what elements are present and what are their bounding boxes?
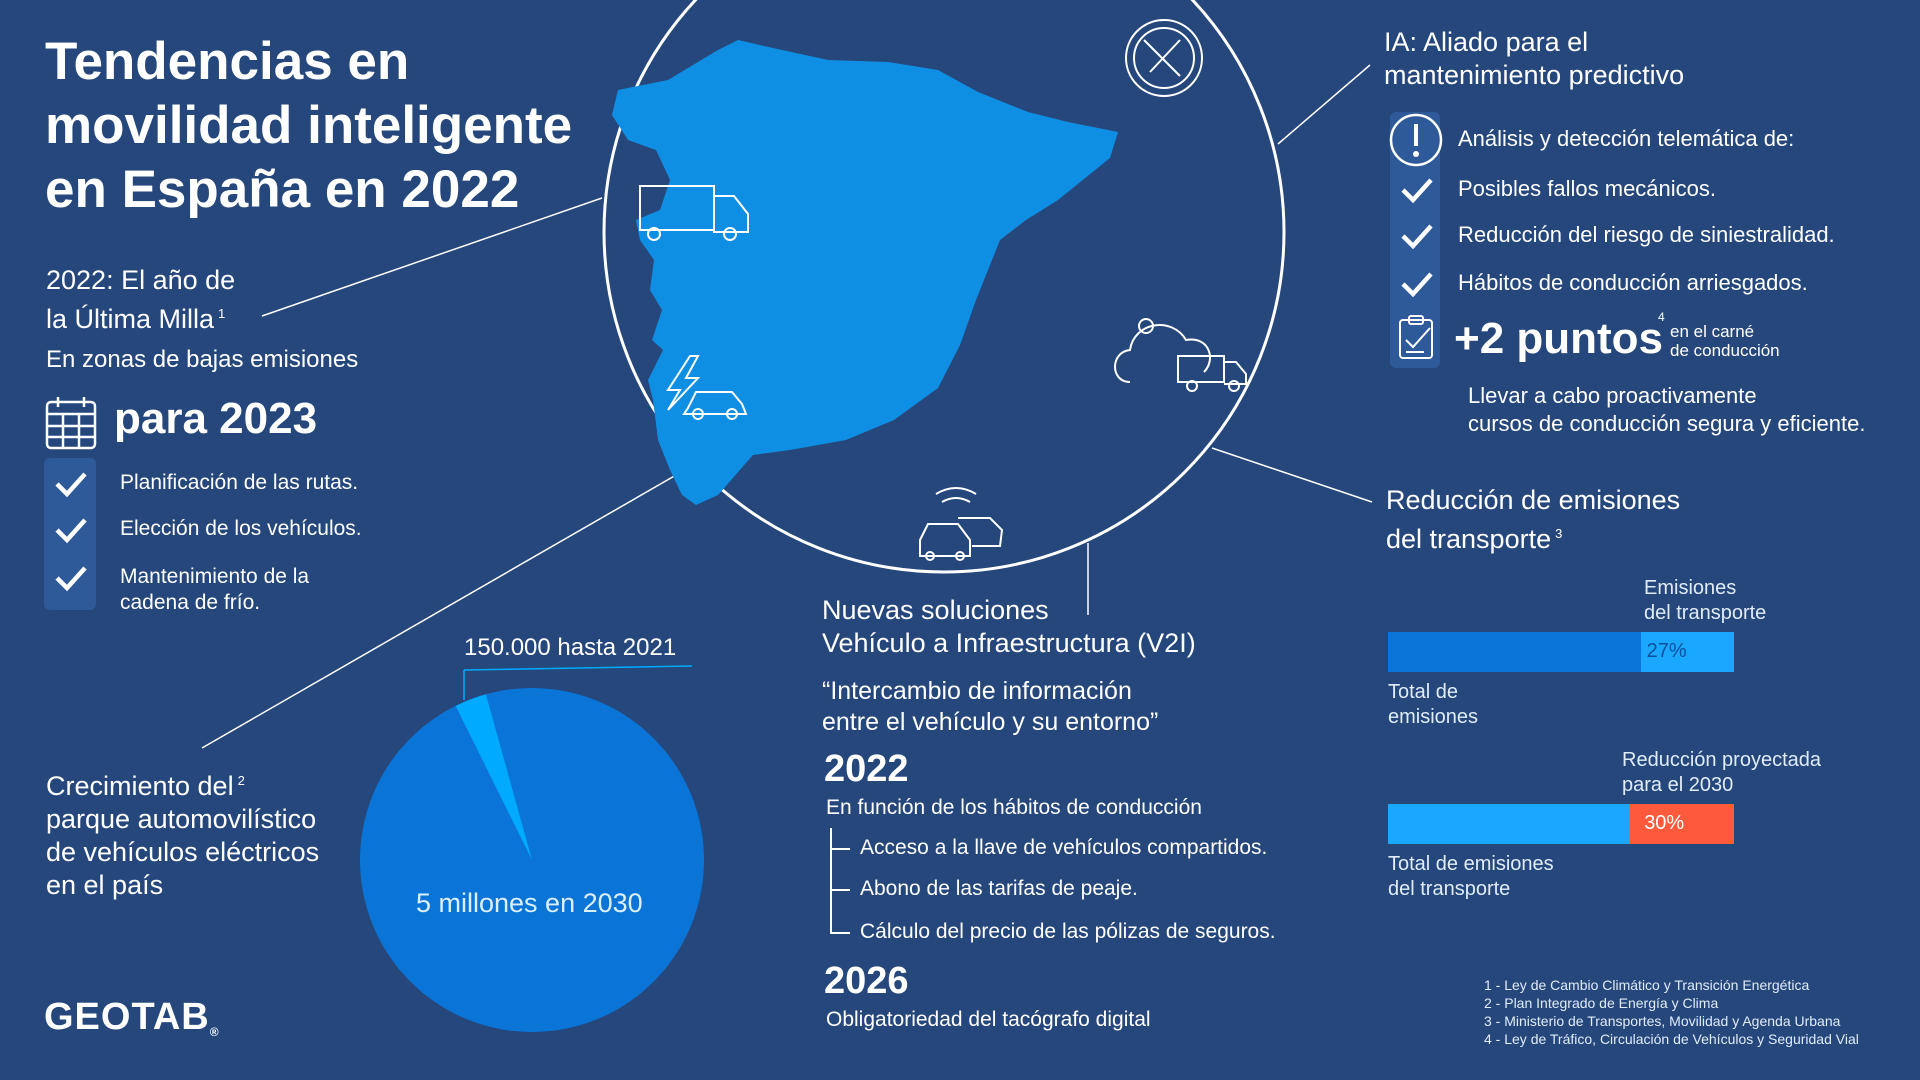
check-icon: [1401, 224, 1433, 250]
list-item: Mantenimiento de la cadena de frío.: [54, 564, 309, 616]
connected-cars-icon: [919, 487, 1004, 561]
bar1-value-label: 27%: [1646, 640, 1687, 662]
year-2026-sub: Obligatoriedad del tacógrafo digital: [826, 1008, 1151, 1031]
ev-pie-chart: [360, 665, 704, 1032]
ev-2021-label: 150.000 hasta 2021: [464, 634, 677, 661]
year-2023-label: para 2023: [114, 394, 318, 443]
points-ref: 4: [1658, 310, 1665, 324]
bar1-bottom-label: Total de emisiones: [1388, 681, 1479, 728]
points-big: +2 puntos: [1454, 314, 1664, 363]
check-icon: [55, 472, 87, 498]
geotab-logo: GEOTAB®: [44, 996, 220, 1039]
list-item: Abono de las tarifas de peaje.: [860, 877, 1138, 900]
last-mile-heading: 2022: El año de la Última Milla 1: [46, 265, 236, 334]
bar2-top-label: Reducción proyectada para el 2030: [1622, 749, 1822, 796]
bar1-transport-segment: 27%: [1640, 632, 1734, 672]
page-title: Tendencias en movilidad inteligente en E…: [45, 32, 573, 219]
pie-slice-2021: [455, 694, 532, 860]
electric-car-icon: [666, 355, 748, 420]
ai-heading: IA: Aliado para el mantenimiento predict…: [1384, 27, 1685, 90]
calendar-icon: [45, 397, 97, 450]
zones-label: En zonas de bajas emisiones: [46, 346, 359, 373]
checklist-icon: [1399, 315, 1433, 359]
year-2022-sub: En función de los hábitos de conducción: [826, 796, 1202, 819]
pie-callout-line: [463, 665, 693, 671]
list-item: Posibles fallos mecánicos.: [1400, 176, 1716, 204]
bar2-reduction-segment: 30%: [1630, 804, 1734, 844]
check-icon: [55, 566, 87, 592]
wrench-screwdriver-icon: [1125, 19, 1203, 97]
list-item: Cálculo del precio de las pólizas de seg…: [860, 920, 1276, 943]
footnotes: 1 - Ley de Cambio Climático y Transición…: [1484, 977, 1859, 1047]
spain-map-circle: [602, 0, 1286, 574]
check-icon: [1401, 178, 1433, 204]
list-item: Elección de los vehículos.: [54, 516, 362, 544]
emissions-heading: Reducción de emisiones del transporte 3: [1386, 485, 1681, 554]
bar2-remaining-segment: [1388, 804, 1631, 844]
ev-growth-heading: Crecimiento del 2 parque automovilístico …: [46, 771, 320, 900]
list-item: Acceso a la llave de vehículos compartid…: [860, 836, 1268, 859]
emissions-bar-1: 27%: [1388, 632, 1734, 672]
courses-text: Llevar a cabo proactivamente cursos de c…: [1468, 383, 1866, 436]
alert-icon: [1389, 113, 1443, 167]
cloud-van-icon: [1114, 318, 1247, 392]
bar1-top-label: Emisiones del transporte: [1644, 577, 1767, 624]
year-2022-label: 2022: [824, 748, 909, 790]
list-item: Reducción del riesgo de siniestralidad.: [1400, 222, 1835, 250]
bar2-value-label: 30%: [1644, 812, 1685, 834]
bar1-total-segment: [1388, 632, 1641, 672]
v2i-quote: “Intercambio de información entre el veh…: [822, 677, 1159, 736]
year-2026-label: 2026: [824, 960, 909, 1002]
emissions-bar-2: 30%: [1388, 804, 1734, 844]
ai-intro: Análisis y detección telemática de:: [1458, 126, 1795, 151]
v2i-heading: Nuevas soluciones Vehículo a Infraestruc…: [822, 595, 1196, 658]
points-small: en el carné de conducción: [1670, 322, 1780, 360]
check-icon: [1401, 272, 1433, 298]
spain-map: [612, 40, 1118, 505]
truck-icon: [639, 185, 749, 241]
list-item: Hábitos de conducción arriesgados.: [1400, 270, 1808, 298]
ev-2030-label: 5 millones en 2030: [416, 888, 643, 918]
bar2-bottom-label: Total de emisiones del transporte: [1388, 853, 1554, 900]
check-icon: [55, 518, 87, 544]
list-item: Planificación de las rutas.: [54, 470, 358, 498]
tree-line: [830, 828, 832, 932]
